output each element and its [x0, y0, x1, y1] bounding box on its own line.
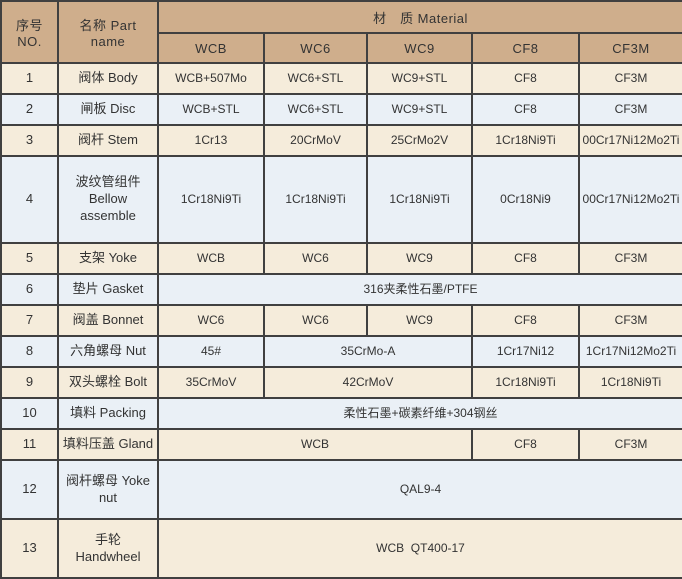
- material-cell: 316夹柔性石墨/PTFE: [157, 272, 682, 306]
- material-cell: 0Cr18Ni9: [471, 155, 580, 244]
- material-cell: WCB+507Mo: [157, 61, 265, 96]
- table-row: 8 六角螺母 Nut 45# 35CrMo-A 1Cr17Ni12 1Cr17Ni12Mo…: [0, 334, 682, 369]
- table-row: 5 支架 Yoke WCB WC6 WC9 CF8 CF3M: [0, 241, 682, 275]
- material-cell: 1Cr18Ni9Ti: [578, 366, 682, 400]
- material-cell: CF3M: [578, 93, 682, 127]
- part-name: 阀盖 Bonnet: [57, 303, 159, 338]
- table-row: 13 手轮 Handwheel WCB QT400-17: [0, 518, 682, 579]
- material-cell: CF8: [471, 61, 580, 96]
- material-cell: 1Cr18Ni9Ti: [263, 155, 368, 244]
- part-name: 波纹管组件 Bellow assemble: [57, 155, 159, 244]
- material-cell: CF3M: [578, 303, 682, 338]
- part-name: 阀杆螺母 Yoke nut: [57, 459, 159, 521]
- material-cell: WC9: [366, 241, 473, 275]
- material-cell: 1Cr18Ni9Ti: [157, 155, 265, 244]
- column-header-wc9: WC9: [366, 32, 473, 64]
- part-name: 六角螺母 Nut: [57, 334, 159, 369]
- material-cell: WCB+STL: [157, 93, 265, 127]
- column-header-cf8: CF8: [471, 32, 580, 64]
- material-cell: WCB QT400-17: [157, 518, 682, 579]
- part-name: 双头螺栓 Bolt: [57, 366, 159, 400]
- row-number: 5: [0, 241, 59, 275]
- material-cell: WC6: [263, 241, 368, 275]
- material-cell: 柔性石墨+碳素纤维+304钢丝: [157, 397, 682, 431]
- material-cell: 1Cr17Ni12: [471, 334, 580, 369]
- part-name: 支架 Yoke: [57, 241, 159, 275]
- material-cell: CF8: [471, 93, 580, 127]
- material-cell: 00Cr17Ni12Mo2Ti: [578, 155, 682, 244]
- material-cell: CF3M: [578, 428, 682, 462]
- material-cell: CF8: [471, 428, 580, 462]
- part-name: 阀杆 Stem: [57, 124, 159, 158]
- row-number: 2: [0, 93, 59, 127]
- table-row: 10 填料 Packing 柔性石墨+碳素纤维+304钢丝: [0, 397, 682, 431]
- table-row: 7 阀盖 Bonnet WC6 WC6 WC9 CF8 CF3M: [0, 303, 682, 338]
- row-number: 12: [0, 459, 59, 521]
- column-header-wcb: WCB: [157, 32, 265, 64]
- material-cell: 1Cr18Ni9Ti: [366, 155, 473, 244]
- material-cell: WC9: [366, 303, 473, 338]
- column-header-wc6: WC6: [263, 32, 368, 64]
- material-cell: QAL9-4: [157, 459, 682, 521]
- table-row: 4 波纹管组件 Bellow assemble 1Cr18Ni9Ti 1Cr18Ni9…: [0, 155, 682, 244]
- material-cell: 1Cr13: [157, 124, 265, 158]
- part-name: 垫片 Gasket: [57, 272, 159, 306]
- row-number: 1: [0, 61, 59, 96]
- material-cell: 00Cr17Ni12Mo2Ti: [578, 124, 682, 158]
- material-cell: CF8: [471, 303, 580, 338]
- material-cell: WC6+STL: [263, 61, 368, 96]
- material-cell: WC6: [157, 303, 265, 338]
- material-cell: 1Cr18Ni9Ti: [471, 366, 580, 400]
- material-cell: 1Cr17Ni12Mo2Ti: [578, 334, 682, 369]
- table-row: 12 阀杆螺母 Yoke nut QAL9-4: [0, 459, 682, 521]
- material-cell: WCB: [157, 428, 473, 462]
- material-cell: WC6+STL: [263, 93, 368, 127]
- material-cell: 20CrMoV: [263, 124, 368, 158]
- material-cell: WCB: [157, 241, 265, 275]
- row-number: 6: [0, 272, 59, 306]
- table-row: 11 填料压盖 Gland WCB CF8 CF3M: [0, 428, 682, 462]
- material-cell: WC9+STL: [366, 61, 473, 96]
- row-number: 9: [0, 366, 59, 400]
- material-cell: WC6: [263, 303, 368, 338]
- header-row-material-grades: WCB WC6 WC9 CF8 CF3M: [1, 32, 682, 64]
- row-number: 8: [0, 334, 59, 369]
- material-cell: 35CrMoV: [157, 366, 265, 400]
- material-cell: CF3M: [578, 241, 682, 275]
- column-header-part-name: 名称 Part name: [57, 0, 159, 64]
- material-band-header: 材 质 Material: [157, 0, 682, 34]
- material-cell: WC9+STL: [366, 93, 473, 127]
- column-header-cf3m: CF3M: [578, 32, 682, 64]
- header-row-material-band: 序号NO. 名称 Part name 材 质 Material: [0, 0, 682, 64]
- table-row: 9 双头螺栓 Bolt 35CrMoV 42CrMoV 1Cr18Ni9Ti 1Cr18N…: [0, 366, 682, 400]
- material-cell: CF8: [471, 241, 580, 275]
- row-number: 10: [0, 397, 59, 431]
- material-cell: 45#: [157, 334, 265, 369]
- part-name: 填料 Packing: [57, 397, 159, 431]
- row-number: 3: [0, 124, 59, 158]
- part-name: 手轮 Handwheel: [57, 518, 159, 579]
- column-header-no: 序号NO.: [0, 0, 59, 64]
- row-number: 4: [0, 155, 59, 244]
- material-cell: 25CrMo2V: [366, 124, 473, 158]
- part-name: 填料压盖 Gland: [57, 428, 159, 462]
- row-number: 11: [0, 428, 59, 462]
- table-row: 2 闸板 Disc WCB+STL WC6+STL WC9+STL CF8 CF3M: [0, 93, 682, 127]
- part-name: 阀体 Body: [57, 61, 159, 96]
- part-name: 闸板 Disc: [57, 93, 159, 127]
- row-number: 13: [0, 518, 59, 579]
- table-row: 6 垫片 Gasket 316夹柔性石墨/PTFE: [0, 272, 682, 306]
- material-cell: CF3M: [578, 61, 682, 96]
- material-cell: 35CrMo-A: [263, 334, 473, 369]
- material-cell: 1Cr18Ni9Ti: [471, 124, 580, 158]
- table-row: 1 阀体 Body WCB+507Mo WC6+STL WC9+STL CF8 CF3M: [0, 61, 682, 96]
- table-row: 3 阀杆 Stem 1Cr13 20CrMoV 25CrMo2V 1Cr18Ni9Ti 00…: [0, 124, 682, 158]
- material-cell: 42CrMoV: [263, 366, 473, 400]
- row-number: 7: [0, 303, 59, 338]
